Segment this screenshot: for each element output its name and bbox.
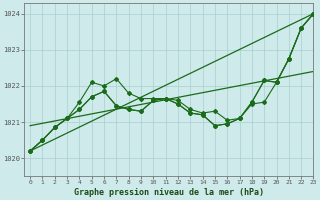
X-axis label: Graphe pression niveau de la mer (hPa): Graphe pression niveau de la mer (hPa) [74, 188, 264, 197]
